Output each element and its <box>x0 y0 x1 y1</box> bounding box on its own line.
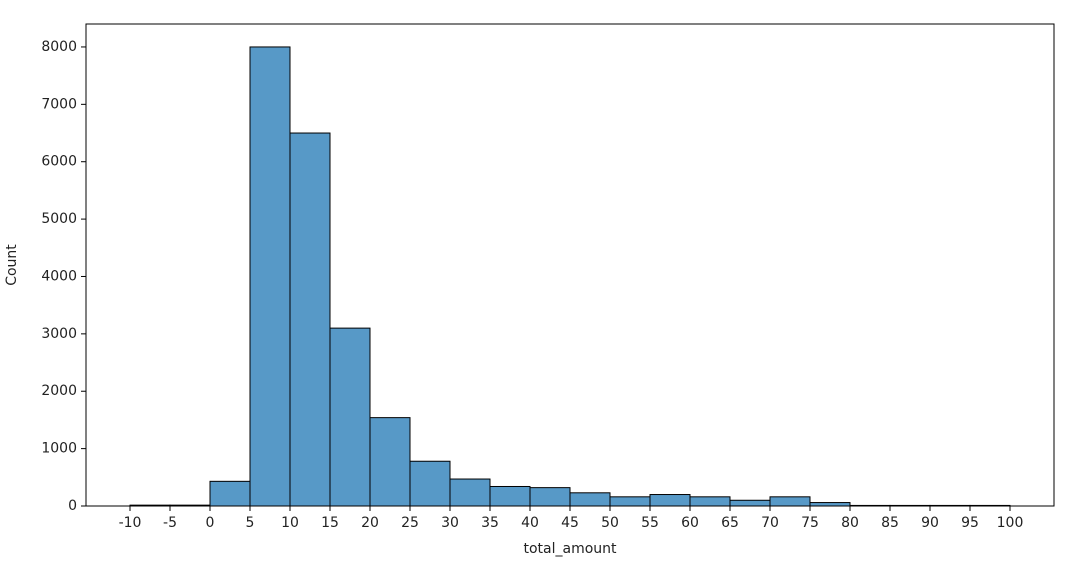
bar <box>529 487 571 507</box>
bar <box>409 460 451 507</box>
bar <box>329 327 371 507</box>
x-tick-label: 15 <box>321 515 339 531</box>
y-tick-label: 3000 <box>41 326 77 342</box>
x-tick-label: 90 <box>921 515 939 531</box>
x-axis-label: total_amount <box>523 541 617 557</box>
bar <box>809 502 851 507</box>
y-tick-label: 2000 <box>41 383 77 399</box>
x-tick-label: 35 <box>481 515 499 531</box>
y-tick-label: 1000 <box>41 441 77 457</box>
bar <box>249 46 291 507</box>
x-tick-label: 75 <box>801 515 819 531</box>
x-tick-label: 40 <box>521 515 539 531</box>
x-tick-label: 55 <box>641 515 659 531</box>
x-tick-label: 100 <box>997 515 1024 531</box>
bar <box>449 478 491 507</box>
x-tick-label: 20 <box>361 515 379 531</box>
bar <box>209 480 251 507</box>
y-tick-label: 8000 <box>41 39 77 55</box>
y-tick-label: 7000 <box>41 96 77 112</box>
x-tick-label: 5 <box>246 515 255 531</box>
x-tick-label: 80 <box>841 515 859 531</box>
x-tick-label: 10 <box>281 515 299 531</box>
bar <box>609 496 651 507</box>
bar <box>369 417 411 507</box>
x-tick-label: 95 <box>961 515 979 531</box>
x-tick-label: 85 <box>881 515 899 531</box>
bar <box>689 496 731 507</box>
x-tick-label: 45 <box>561 515 579 531</box>
y-tick-label: 4000 <box>41 268 77 284</box>
bar <box>289 132 331 507</box>
x-tick-label: 65 <box>721 515 739 531</box>
x-tick-label: -10 <box>119 515 142 531</box>
bar <box>649 494 691 507</box>
x-tick-label: 70 <box>761 515 779 531</box>
x-tick-label: 50 <box>601 515 619 531</box>
y-tick-label: 5000 <box>41 211 77 227</box>
bar <box>489 485 531 507</box>
bar <box>569 492 611 507</box>
x-tick-label: 0 <box>206 515 215 531</box>
y-axis-label: Count <box>4 244 20 286</box>
x-tick-label: -5 <box>163 515 177 531</box>
bar <box>769 496 811 507</box>
y-tick-label: 6000 <box>41 154 77 170</box>
bar <box>729 499 771 507</box>
y-tick-label: 0 <box>68 498 77 514</box>
x-tick-label: 25 <box>401 515 419 531</box>
x-tick-label: 30 <box>441 515 459 531</box>
x-tick-label: 60 <box>681 515 699 531</box>
